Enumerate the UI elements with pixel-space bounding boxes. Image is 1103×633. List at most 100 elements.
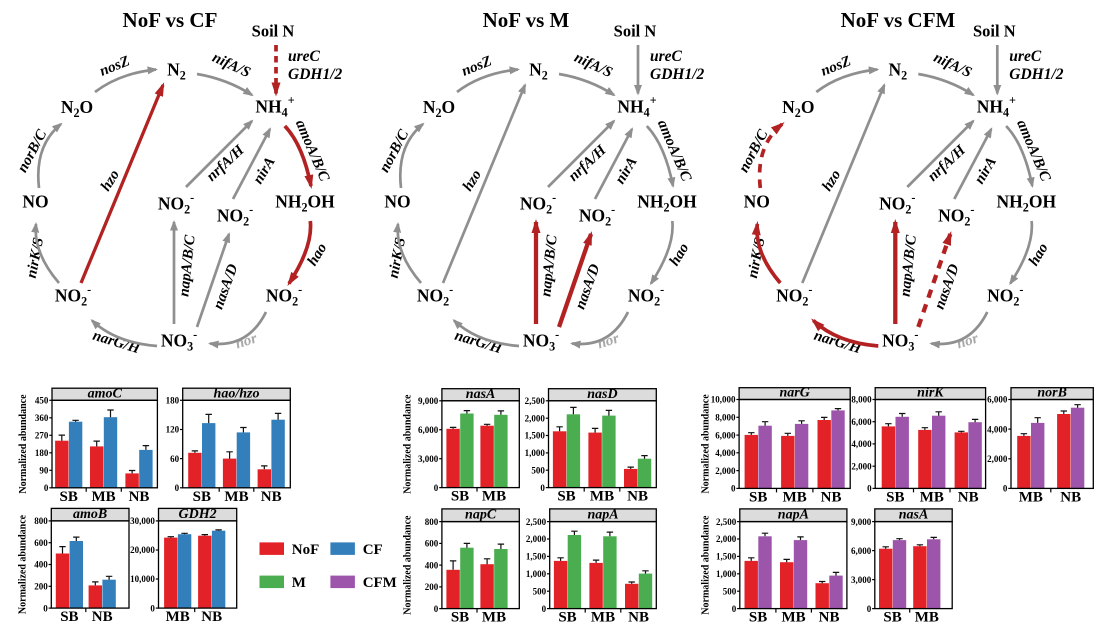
svg-text:0: 0 [540,483,545,493]
svg-text:napA/B/C: napA/B/C [538,233,560,297]
svg-text:ureC: ureC [288,48,321,65]
svg-text:NH4+: NH4+ [977,94,1016,120]
svg-text:CF: CF [363,542,383,558]
svg-text:MB: MB [782,610,806,626]
svg-text:SB: SB [557,489,575,505]
svg-text:nor: nor [955,330,981,352]
svg-text:ureC: ureC [650,48,683,65]
svg-text:0: 0 [732,604,737,614]
svg-text:NO2-: NO2- [520,191,556,217]
svg-text:NoF vs CF: NoF vs CF [123,8,218,32]
svg-text:6,000: 6,000 [715,430,736,440]
svg-text:1,000: 1,000 [716,569,737,579]
svg-text:Soil N: Soil N [973,22,1016,41]
svg-text:NH4+: NH4+ [255,94,294,120]
svg-text:NO2-: NO2- [879,191,915,217]
svg-text:N2: N2 [529,60,548,83]
svg-text:NO: NO [384,192,410,212]
svg-text:120: 120 [166,425,180,435]
svg-text:6,000: 6,000 [851,417,872,427]
svg-text:NO2-: NO2- [628,283,664,309]
svg-text:500: 500 [723,586,737,596]
svg-text:MB: MB [482,610,506,626]
svg-text:NH2OH: NH2OH [637,192,697,215]
svg-text:napA: napA [778,508,809,523]
svg-text:2,000: 2,000 [715,466,736,476]
svg-text:nor: nor [596,330,622,352]
svg-text:nirK/S: nirK/S [24,236,48,279]
svg-text:0: 0 [434,604,439,614]
svg-text:nirK: nirK [917,386,945,401]
svg-text:NB: NB [628,610,649,626]
svg-text:6,000: 6,000 [851,546,872,556]
svg-text:8,000: 8,000 [715,412,736,422]
svg-text:6,000: 6,000 [987,395,1008,405]
svg-text:6,000: 6,000 [418,425,439,435]
svg-text:0: 0 [867,604,872,614]
svg-text:500: 500 [531,465,545,475]
svg-text:amoC: amoC [88,386,123,401]
svg-text:MB: MB [92,489,116,505]
svg-text:2,000: 2,000 [851,461,872,471]
svg-text:4,000: 4,000 [851,439,872,449]
svg-text:NB: NB [627,489,648,505]
svg-text:SB: SB [883,610,901,626]
svg-text:400: 400 [34,560,48,570]
svg-text:NB: NB [129,489,150,505]
svg-text:NB: NB [821,489,842,505]
svg-text:amoB: amoB [73,507,107,522]
svg-text:2,000: 2,000 [526,534,547,544]
svg-text:CFM: CFM [363,575,397,591]
svg-text:nirK/S: nirK/S [386,236,410,279]
svg-text:0: 0 [434,483,439,493]
svg-text:1,500: 1,500 [716,552,737,562]
svg-text:2,500: 2,500 [526,517,547,527]
svg-text:270: 270 [35,431,49,441]
svg-text:Normalized abundance: Normalized abundance [403,515,414,615]
svg-text:napA/B/C: napA/B/C [898,233,920,297]
svg-text:napC: napC [465,508,497,523]
svg-text:NoF vs M: NoF vs M [483,8,570,32]
svg-text:180: 180 [35,448,49,458]
svg-text:MB: MB [1019,489,1043,505]
svg-text:9,000: 9,000 [418,396,439,406]
svg-text:hao/hzo: hao/hzo [214,386,260,401]
svg-text:MB: MB [590,489,614,505]
svg-text:60: 60 [170,454,180,464]
svg-text:10,000: 10,000 [130,574,155,584]
svg-text:Normalized abundance: Normalized abundance [18,514,29,614]
svg-text:Normalized abundance: Normalized abundance [403,394,414,494]
svg-text:20,000: 20,000 [130,545,155,555]
svg-text:NO2-: NO2- [579,203,615,229]
svg-text:GDH2: GDH2 [179,507,217,522]
svg-text:NB: NB [92,609,113,625]
svg-text:MB: MB [482,489,506,505]
svg-text:90: 90 [39,466,49,476]
svg-text:NH2OH: NH2OH [997,192,1057,215]
svg-text:2,500: 2,500 [716,517,737,527]
svg-text:0: 0 [43,603,48,613]
svg-text:NO2-: NO2- [158,191,194,217]
svg-text:1,500: 1,500 [526,552,547,562]
svg-text:NH4+: NH4+ [617,94,656,120]
svg-text:Normalized abundance: Normalized abundance [701,394,712,494]
svg-text:nor: nor [234,330,260,352]
svg-text:2,500: 2,500 [525,396,546,406]
svg-text:NO3-: NO3- [161,328,197,354]
svg-text:SB: SB [749,610,767,626]
svg-text:Normalized abundance: Normalized abundance [18,394,29,494]
svg-text:GDH1/2: GDH1/2 [288,66,343,83]
svg-text:NO3-: NO3- [882,328,918,354]
svg-text:500: 500 [533,586,547,596]
svg-text:200: 200 [425,582,439,592]
svg-text:0: 0 [44,483,49,493]
svg-text:0: 0 [150,603,155,613]
svg-text:600: 600 [425,539,439,549]
svg-text:NO2-: NO2- [266,283,302,309]
svg-text:1,000: 1,000 [526,569,547,579]
svg-text:Soil N: Soil N [614,22,657,41]
svg-text:SB: SB [451,610,469,626]
svg-text:napA: napA [587,508,618,523]
svg-text:NB: NB [201,609,222,625]
svg-text:3,000: 3,000 [418,454,439,464]
